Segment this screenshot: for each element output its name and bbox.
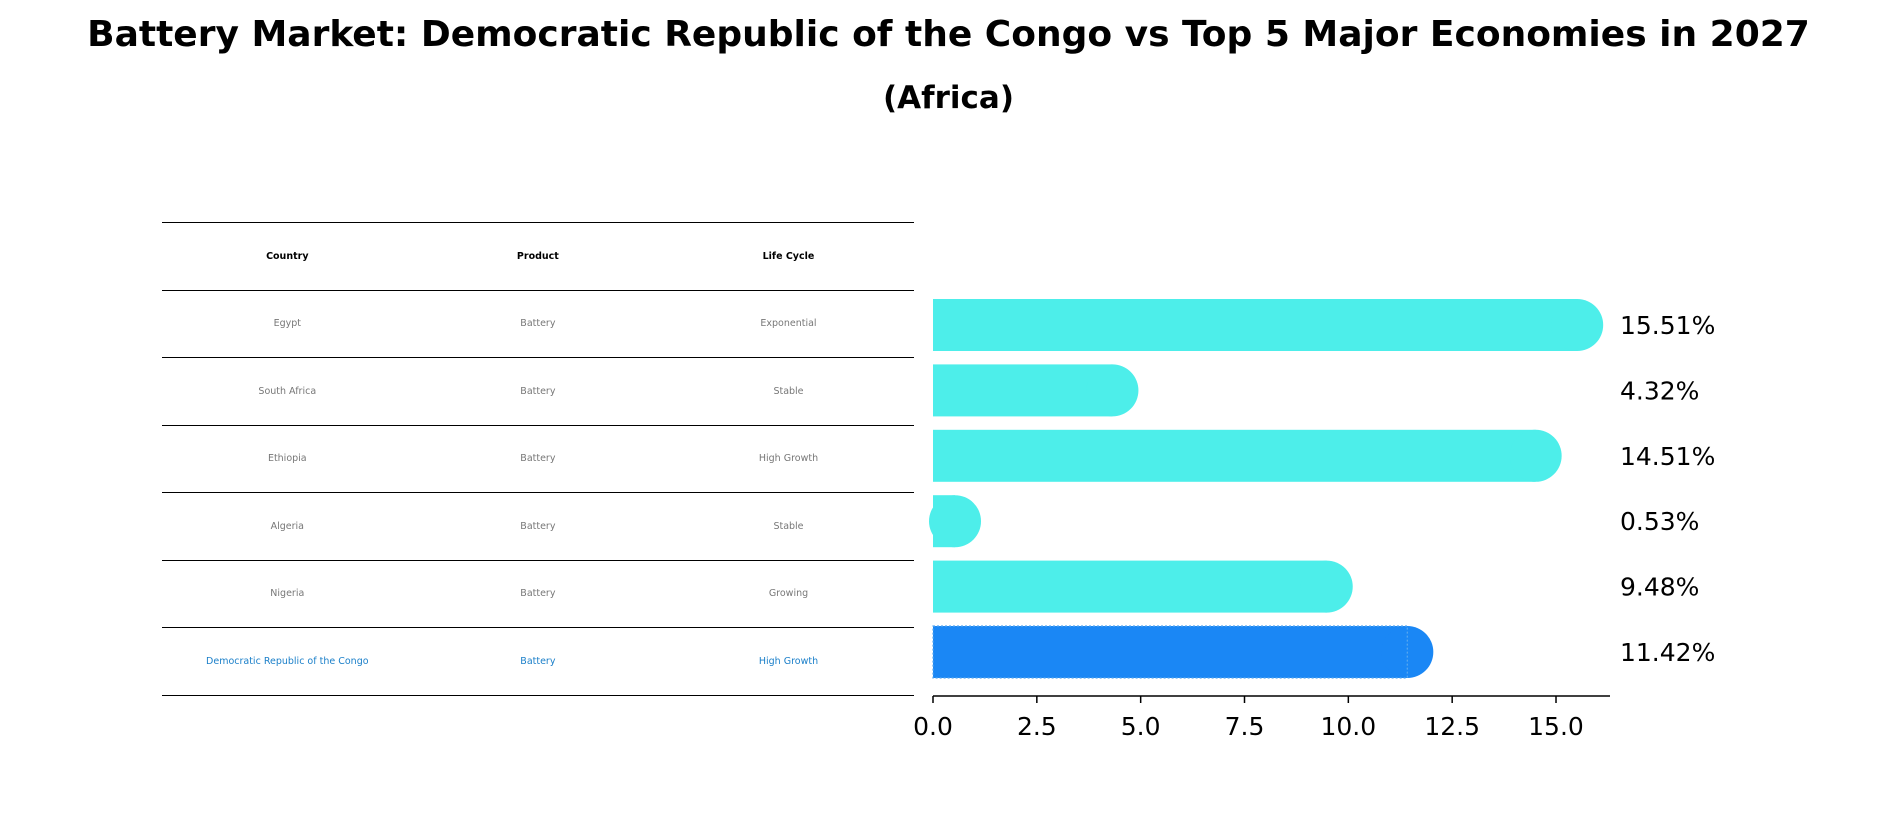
bar-cap-2 (1509, 429, 1562, 482)
country-cell: Nigeria (270, 588, 305, 600)
country-cell: Ethiopia (267, 453, 307, 465)
x-tick-label-4: 10.0 (1321, 712, 1377, 741)
product-cell: Battery (520, 385, 556, 397)
value-label-2: 14.51% (1620, 442, 1715, 471)
value-label-1: 4.32% (1620, 376, 1699, 405)
table-row-highlight: Democratic Republic of the Congo Battery… (162, 627, 914, 696)
life-cycle-cell: Growing (768, 588, 809, 600)
bar-highlight-outline (932, 625, 1408, 679)
market-table: Country Product Life Cycle Egypt Battery… (162, 222, 914, 696)
country-cell: South Africa (258, 385, 317, 397)
chart-subtitle: (Africa) (882, 80, 1015, 116)
table-row: Ethiopia Battery High Growth (162, 424, 914, 493)
life-cycle-cell: Exponential (760, 318, 817, 330)
life-cycle-cell: High Growth (758, 655, 819, 667)
bar-2 (933, 429, 1536, 482)
table-header: Country Product Life Cycle (162, 222, 914, 290)
table-row: Algeria Battery Stable (162, 492, 914, 560)
product-cell: Battery (520, 655, 556, 667)
chart-title: Battery Market: Democratic Republic of t… (87, 14, 1810, 55)
country-cell: Democratic Republic of the Congo (206, 655, 369, 667)
x-tick-label-0: 0.0 (913, 712, 953, 741)
country-cell: Algeria (270, 520, 304, 532)
x-tick-label-2: 5.0 (1121, 712, 1161, 741)
bar-0 (933, 299, 1578, 351)
product-cell: Battery (520, 453, 556, 465)
table-row: South Africa Battery Stable (162, 357, 914, 425)
life-cycle-cell: Stable (773, 385, 804, 397)
table-row: Egypt Battery Exponential (162, 289, 914, 358)
x-tick-label-5: 12.5 (1424, 712, 1480, 741)
product-cell: Battery (520, 588, 556, 600)
bar-cap-1 (1086, 364, 1139, 417)
header-country: Country (266, 250, 309, 262)
life-cycle-cell: Stable (773, 520, 804, 532)
value-label-0: 15.51% (1620, 311, 1715, 340)
x-tick-label-1: 2.5 (1017, 712, 1057, 741)
bar-cap-3 (929, 495, 982, 548)
header-life-cycle: Life Cycle (762, 250, 815, 262)
product-cell: Battery (520, 318, 556, 330)
x-tick-label-3: 7.5 (1225, 712, 1265, 741)
product-cell: Battery (520, 520, 556, 532)
life-cycle-cell: High Growth (758, 453, 819, 465)
bar-5 (933, 626, 1408, 678)
bar-cap-4 (1300, 560, 1353, 613)
value-label-5: 11.42% (1620, 638, 1715, 667)
bar-1 (933, 364, 1113, 417)
table-row: Nigeria Battery Growing (162, 559, 914, 628)
bar-4 (933, 560, 1327, 613)
header-product: Product (516, 250, 559, 262)
x-tick-label-6: 15.0 (1528, 712, 1584, 741)
value-label-3: 0.53% (1620, 507, 1699, 536)
bar-cap-0 (1551, 299, 1604, 351)
value-label-4: 9.48% (1620, 573, 1699, 602)
country-cell: Egypt (273, 318, 301, 330)
